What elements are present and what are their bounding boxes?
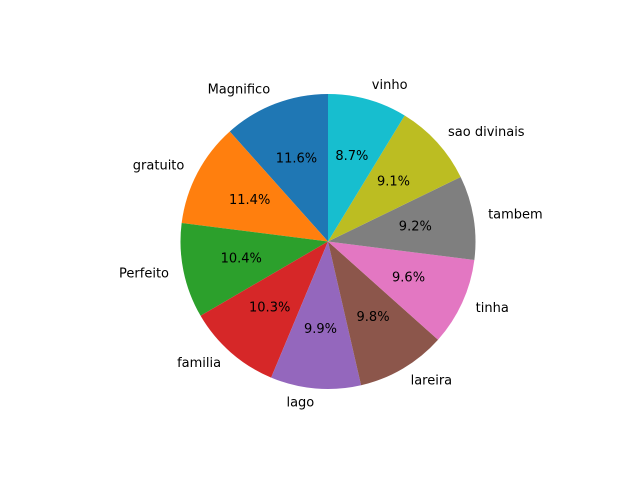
pie-slice-tambem — [328, 177, 476, 260]
slice-percent-sao-divinais: 9.1% — [377, 174, 410, 189]
slice-percent-tinha: 9.6% — [392, 271, 425, 286]
slice-percent-lago: 9.9% — [304, 322, 337, 337]
slice-label-lareira: lareira — [411, 374, 453, 389]
pie-slice-familia — [200, 241, 328, 378]
slice-label-perfeito: Perfeito — [119, 266, 169, 281]
slice-percent-magnifico: 11.6% — [276, 151, 317, 166]
slice-percent-perfeito: 10.4% — [221, 252, 262, 267]
pie-slice-sao-divinais — [328, 115, 461, 242]
slices-layer — [180, 94, 476, 389]
slice-label-tinha: tinha — [476, 301, 509, 316]
slice-label-magnifico: Magnifico — [208, 82, 271, 97]
pie-slice-lareira — [328, 241, 439, 386]
slice-label-sao-divinais: sao divinais — [448, 125, 525, 140]
slice-label-familia: familia — [177, 356, 221, 371]
slice-label-vinho: vinho — [372, 78, 408, 93]
pie-slice-gratuito — [181, 131, 328, 242]
labels-layer: Magnifico 11.6% gratuito 11.4% Perfeito 10.4%… — [119, 78, 543, 411]
pie-slice-lago — [271, 241, 362, 389]
pie-slice-perfeito — [180, 223, 328, 316]
slice-percent-tambem: 9.2% — [399, 220, 432, 235]
slice-percent-familia: 10.3% — [249, 301, 290, 316]
slice-percent-lareira: 9.8% — [357, 310, 390, 325]
pie-slice-tinha — [328, 241, 475, 340]
pie-slice-magnifico — [229, 94, 328, 242]
slice-label-lago: lago — [286, 396, 314, 411]
slice-label-gratuito: gratuito — [133, 159, 185, 174]
pie-slice-vinho — [328, 94, 405, 242]
slice-label-tambem: tambem — [488, 208, 543, 223]
slice-percent-vinho: 8.7% — [335, 149, 368, 164]
slice-percent-gratuito: 11.4% — [229, 193, 270, 208]
